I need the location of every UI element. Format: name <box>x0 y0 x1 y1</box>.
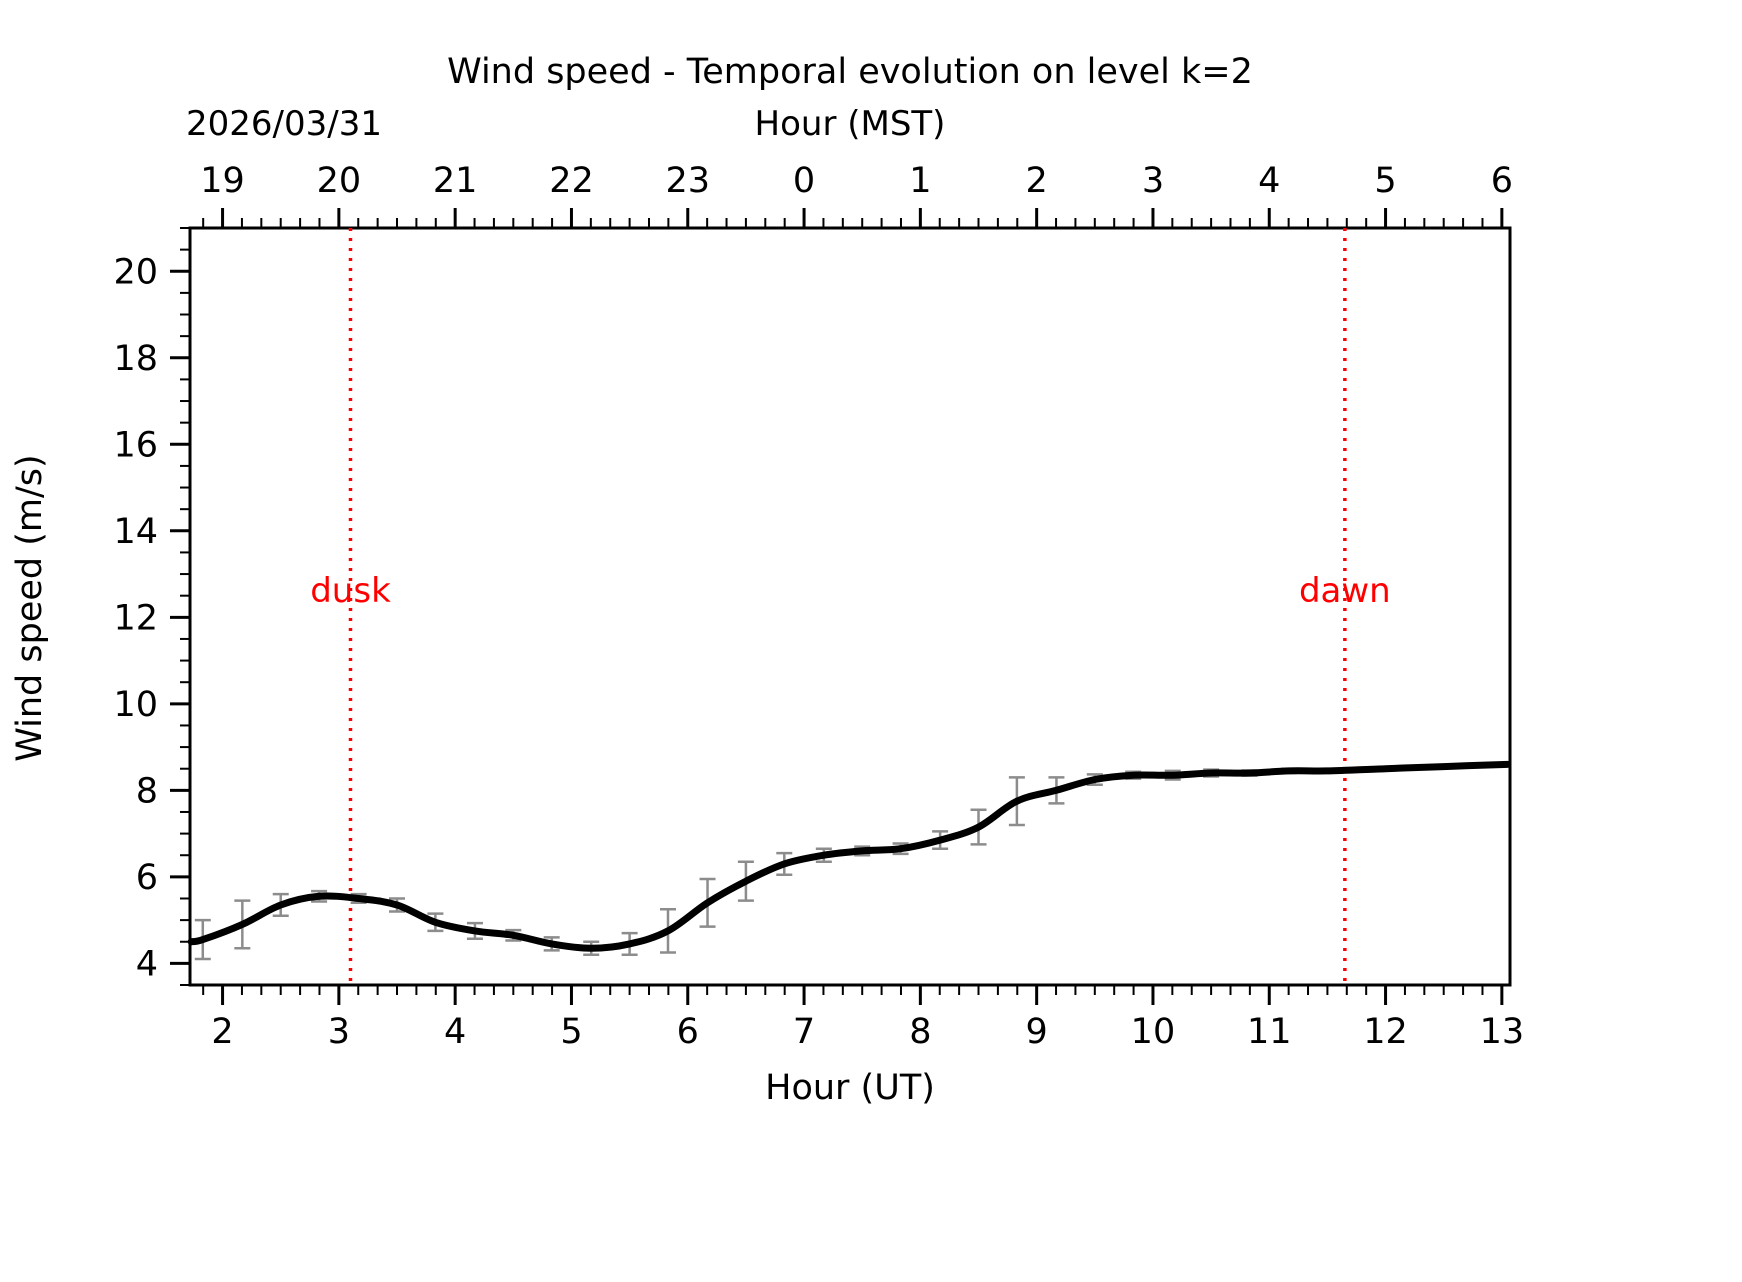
x-tick-label: 13 <box>1480 1012 1525 1052</box>
y-tick-label: 12 <box>113 598 158 638</box>
top-tick-label: 2 <box>1026 161 1048 201</box>
x-tick-label: 10 <box>1131 1012 1176 1052</box>
dawn-label: dawn <box>1299 571 1391 611</box>
y-tick-label: 18 <box>113 339 158 379</box>
date-label: 2026/03/31 <box>186 104 382 144</box>
top-axis-label: Hour (MST) <box>754 104 946 144</box>
top-tick-label: 22 <box>549 161 594 201</box>
x-tick-label: 5 <box>560 1012 582 1052</box>
top-tick-label: 5 <box>1374 161 1396 201</box>
plot-frame <box>188 226 1512 987</box>
top-tick-label: 19 <box>200 161 245 201</box>
x-tick-label: 11 <box>1247 1012 1292 1052</box>
y-tick-label: 16 <box>113 425 158 465</box>
y-tick-label: 4 <box>136 944 158 984</box>
x-tick-label: 4 <box>444 1012 466 1052</box>
x-tick-label: 3 <box>328 1012 350 1052</box>
x-tick-label: 7 <box>793 1012 815 1052</box>
dusk-label: dusk <box>310 571 391 611</box>
y-tick-label: 14 <box>113 512 158 552</box>
x-tick-label: 8 <box>909 1012 931 1052</box>
x-tick-label: 9 <box>1026 1012 1048 1052</box>
top-tick-label: 1 <box>909 161 931 201</box>
x-tick-label: 6 <box>677 1012 699 1052</box>
top-tick-label: 0 <box>793 161 815 201</box>
bottom-axis-label: Hour (UT) <box>765 1068 935 1108</box>
top-tick-label: 3 <box>1142 161 1164 201</box>
chart-title: Wind speed - Temporal evolution on level… <box>447 52 1253 92</box>
y-tick-label: 20 <box>113 252 158 292</box>
top-tick-label: 6 <box>1491 161 1513 201</box>
x-tick-label: 2 <box>211 1012 233 1052</box>
y-tick-label: 8 <box>136 771 158 811</box>
top-tick-label: 21 <box>433 161 478 201</box>
wind-speed-curve <box>187 760 1512 952</box>
top-tick-label: 4 <box>1258 161 1280 201</box>
y-tick-label: 10 <box>113 685 158 725</box>
top-tick-label: 20 <box>317 161 362 201</box>
y-tick-label: 6 <box>136 858 158 898</box>
x-tick-label: 12 <box>1363 1012 1408 1052</box>
top-tick-label: 23 <box>665 161 710 201</box>
